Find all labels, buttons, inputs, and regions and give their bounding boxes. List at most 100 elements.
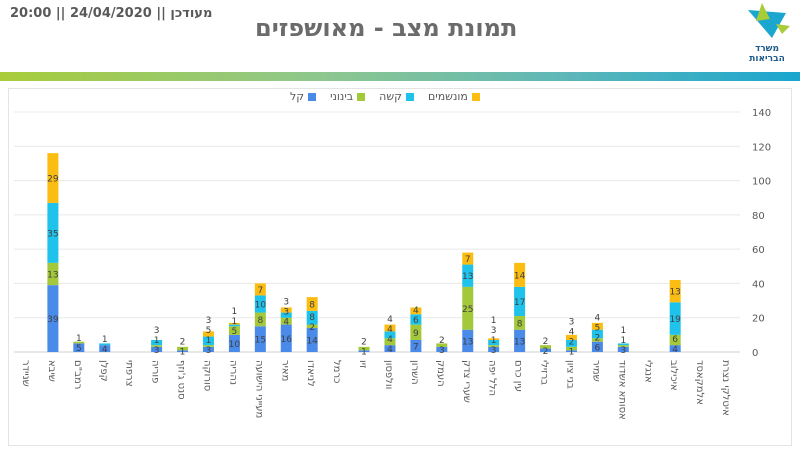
- bar-segment-moderate: [514, 316, 526, 330]
- data-label: 2: [361, 338, 367, 348]
- y-tick-label: 40: [752, 279, 765, 290]
- bar-segment-mild: [514, 329, 526, 352]
- data-label: 2: [439, 336, 445, 346]
- bar-segment-severe: [488, 340, 500, 346]
- bar-segment-ventilated: [591, 322, 603, 330]
- bar-segment-mild: [73, 343, 85, 352]
- bar-segment-moderate: [73, 341, 85, 344]
- legend-swatch-mild: [308, 93, 317, 101]
- legend-label-moderate: בינוני: [330, 90, 354, 103]
- data-label: 4: [387, 325, 393, 335]
- data-label: 6: [413, 316, 419, 326]
- legend-label-severe: קשה: [379, 90, 402, 103]
- data-label: 3: [491, 346, 497, 356]
- x-tick-label: הלל יפה: [487, 360, 498, 396]
- data-label: 1: [232, 307, 238, 317]
- bar-segment-mild: [436, 346, 448, 352]
- x-tick-label: לניאדו: [305, 360, 316, 387]
- bar-segment-severe: [384, 331, 396, 339]
- legend-item-ventilated: מונשמים: [428, 91, 480, 103]
- x-tick-label: שערי צדק: [461, 360, 472, 403]
- x-tick-label: וולפסון: [383, 360, 394, 389]
- x-tick-label: מאיר: [279, 360, 290, 381]
- data-label: 29: [47, 175, 59, 185]
- bar-segment-mild: [254, 326, 266, 352]
- bar-segment-ventilated: [669, 280, 681, 303]
- logo-text: משרד הבריאות: [738, 44, 796, 64]
- data-label: 4: [672, 345, 678, 355]
- x-tick-label: פוריה: [150, 360, 161, 383]
- bar-segment-moderate: [202, 345, 214, 347]
- bar-segment-moderate: [410, 324, 422, 340]
- data-label: 10: [229, 340, 241, 350]
- x-tick-label: בני ציון: [564, 360, 575, 389]
- x-tick-label: נהריה: [227, 360, 238, 385]
- bar-segment-mild: [228, 334, 240, 352]
- bar-segment-mild: [540, 348, 552, 352]
- legend-label-mild: קל: [290, 90, 305, 103]
- data-label: 14: [514, 271, 526, 281]
- bar-segment-moderate: [254, 312, 266, 327]
- data-label: 1: [620, 326, 626, 336]
- bar-segment-moderate: [591, 338, 603, 342]
- data-label: 3: [620, 346, 626, 356]
- data-label: 2: [543, 347, 549, 357]
- x-tick-label: העמק: [435, 360, 446, 387]
- x-tick-label: שיבא: [46, 360, 57, 382]
- data-label: 5: [76, 344, 82, 354]
- data-label: 3: [206, 346, 212, 356]
- data-label: 8: [309, 313, 315, 323]
- data-label: 3: [439, 346, 445, 356]
- bar-segment-severe: [151, 340, 163, 346]
- bar-segment-severe: [99, 343, 111, 346]
- bar-segment-ventilated: [565, 334, 577, 340]
- data-label: 3: [154, 346, 160, 356]
- bar-segment-ventilated: [228, 322, 240, 325]
- x-tick-label: איכילוב: [668, 360, 679, 391]
- x-tick-label: אסותא אשדוד: [616, 360, 627, 420]
- data-label: 7: [413, 343, 419, 353]
- legend-label-ventilated: מונשמים: [427, 90, 468, 103]
- data-label: 1: [491, 336, 497, 346]
- bar-segment-mild: [99, 345, 111, 352]
- bar-segment-moderate: [565, 346, 577, 351]
- x-tick-label: כרמל: [331, 360, 342, 383]
- x-tick-label: שניידר: [20, 360, 31, 387]
- bar-segment-mild: [591, 341, 603, 352]
- data-label: 5: [206, 326, 212, 336]
- bar-segment-mild: [151, 346, 163, 352]
- data-label: 35: [47, 229, 58, 239]
- bar-segment-ventilated: [306, 297, 318, 311]
- bar-segment-moderate: [669, 334, 681, 346]
- last-updated-label: מעודכן || 24/04/2020 || 20:00: [10, 6, 213, 21]
- data-label: 5: [232, 327, 238, 337]
- data-label: 16: [281, 335, 293, 345]
- x-tick-label: סנט ג'וזף: [176, 360, 187, 400]
- data-label: 13: [462, 272, 473, 282]
- x-tick-label: ברזילי: [539, 360, 550, 385]
- bar-segment-severe: [306, 310, 318, 325]
- bar-segment-ventilated: [410, 307, 422, 315]
- bar-segment-mild: [306, 328, 318, 352]
- bar-segment-severe: [565, 340, 577, 347]
- bar-segment-moderate: [177, 346, 189, 351]
- bar-segment-mild: [384, 345, 396, 352]
- logo-line-2: הבריאות: [749, 54, 785, 64]
- data-label: 4: [387, 315, 393, 325]
- data-label: 4: [413, 306, 419, 316]
- bar-segment-mild: [358, 350, 370, 352]
- x-tick-label: אלמקאסד: [694, 360, 705, 405]
- bar-segment-mild: [669, 345, 681, 352]
- data-label: 2: [180, 338, 186, 348]
- bar-segment-severe: [462, 264, 474, 287]
- bar-segment-moderate: [462, 286, 474, 330]
- bar-segment-severe: [280, 312, 292, 318]
- bar-segment-severe: [202, 336, 214, 346]
- bar-segment-moderate: [540, 345, 552, 349]
- data-label: 25: [462, 305, 473, 315]
- bar-segment-severe: [617, 343, 629, 346]
- y-tick-label: 140: [752, 108, 771, 119]
- y-tick-label: 120: [752, 142, 771, 153]
- x-tick-label: איטלקי נצרת: [720, 360, 731, 416]
- legend-item-mild: קל: [290, 90, 317, 103]
